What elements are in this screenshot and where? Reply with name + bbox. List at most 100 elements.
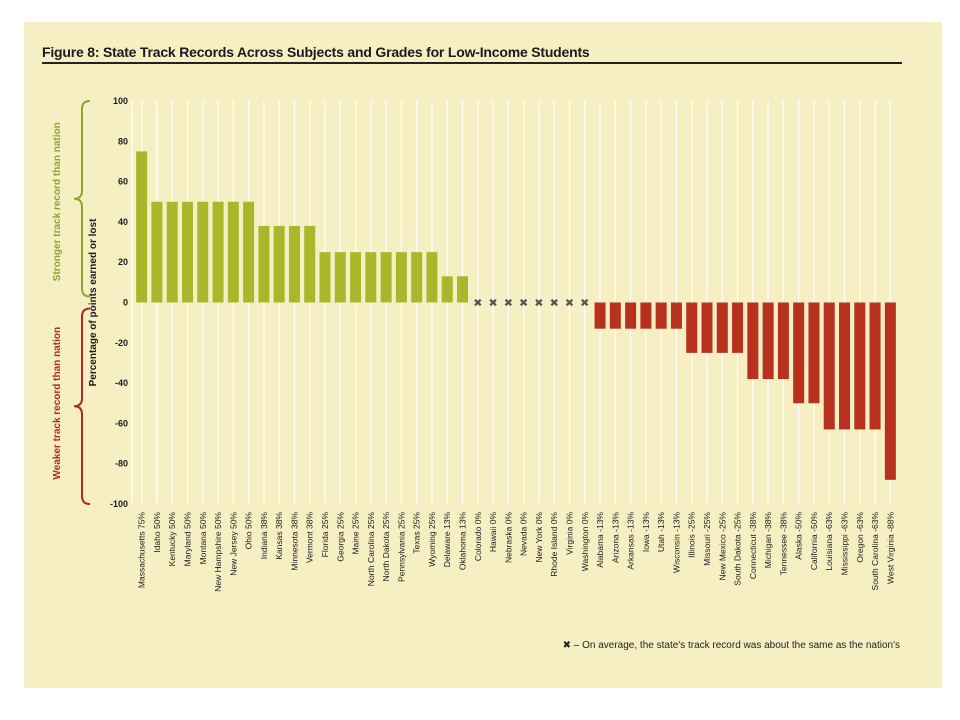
- figure-panel: [24, 22, 942, 688]
- x-tick-label: Colorado 0%: [473, 512, 483, 562]
- x-tick-label: Wisconsin -13%: [671, 512, 681, 573]
- x-tick-label: Wyoming 25%: [427, 512, 437, 567]
- x-tick-label: Vermont 38%: [305, 512, 315, 563]
- x-tick-label: New Mexico -25%: [717, 512, 727, 581]
- zero-marker: ✖: [565, 297, 574, 310]
- y-tick-label: -20: [115, 338, 128, 348]
- bar: [793, 302, 805, 404]
- bar: [212, 201, 224, 303]
- bar: [380, 252, 392, 303]
- zero-marker: ✖: [488, 297, 497, 310]
- x-tick-label: South Carolina -63%: [870, 512, 880, 591]
- x-tick-label: New Jersey 50%: [228, 512, 238, 576]
- x-tick-label: Hawaii 0%: [488, 512, 498, 553]
- x-tick-label: Massachusetts 75%: [137, 512, 147, 589]
- y-tick-label: 20: [118, 257, 128, 267]
- x-tick-label: Nebraska 0%: [503, 512, 513, 563]
- brace-positive-label: Stronger track record than nation: [52, 122, 63, 281]
- x-tick-label: Delaware 13%: [442, 512, 452, 568]
- bar: [441, 276, 453, 303]
- title-rule: [42, 62, 902, 64]
- zero-marker: ✖: [580, 297, 589, 310]
- bar: [716, 302, 728, 353]
- x-tick-label: Kentucky 50%: [167, 512, 177, 567]
- x-tick-labels: Massachusetts 75% Idaho 50% Kentucky 50% Ma…: [137, 512, 896, 592]
- bar: [625, 302, 637, 329]
- x-tick-label: Georgia 25%: [335, 512, 345, 562]
- x-tick-label: Texas 25%: [412, 512, 422, 554]
- bar: [747, 302, 759, 380]
- bar: [288, 225, 300, 303]
- bar: [777, 302, 789, 380]
- bar: [258, 225, 270, 303]
- bar: [151, 201, 163, 303]
- y-tick-label: 80: [118, 136, 128, 146]
- bar: [655, 302, 667, 329]
- brace-negative-label: Weaker track record than nation: [52, 327, 63, 480]
- bar: [334, 252, 346, 303]
- y-tick-label: -80: [115, 459, 128, 469]
- y-tick-label: -100: [110, 499, 128, 509]
- bar: [732, 302, 744, 353]
- x-tick-label: Maryland 50%: [182, 512, 192, 567]
- y-tick-label: -40: [115, 378, 128, 388]
- x-tick-label: Virginia 0%: [564, 512, 574, 555]
- bar: [243, 201, 255, 303]
- bar: [197, 201, 209, 303]
- bar: [457, 276, 469, 303]
- y-tick-label: 40: [118, 217, 128, 227]
- x-tick-label: Alabama -13%: [595, 512, 605, 568]
- y-tick-label: 100: [113, 96, 128, 106]
- brace-positive: [73, 100, 91, 298]
- bar: [395, 252, 407, 303]
- bar: [670, 302, 682, 329]
- x-tick-label: New Hampshire 50%: [213, 512, 223, 592]
- x-tick-label: Connecticut -38%: [748, 512, 758, 580]
- x-tick-label: Rhode Island 0%: [549, 512, 559, 577]
- bar: [854, 302, 866, 430]
- x-tick-label: Arkansas -13%: [626, 512, 636, 570]
- bar: [166, 201, 178, 303]
- x-tick-label: Iowa -13%: [641, 512, 651, 553]
- bar: [594, 302, 606, 329]
- zero-marker: ✖: [534, 297, 543, 310]
- x-tick-label: Indiana 38%: [259, 512, 269, 560]
- x-tick-label: Utah -13%: [656, 512, 666, 553]
- x-tick-label: Pennsylvania 25%: [396, 512, 406, 582]
- bar: [411, 252, 423, 303]
- bar: [273, 225, 285, 303]
- x-tick-label: Minnesota 38%: [289, 512, 299, 571]
- x-tick-label: Montana 50%: [198, 512, 208, 565]
- bar: [839, 302, 851, 430]
- bar: [319, 252, 331, 303]
- x-tick-label: West Virginia -88%: [885, 512, 895, 584]
- x-tick-label: Alaska -50%: [794, 512, 804, 560]
- zero-marker: ✖: [519, 297, 528, 310]
- bar: [304, 225, 316, 303]
- x-tick-label: North Dakota 25%: [381, 512, 391, 582]
- x-tick-label: Arizona -13%: [610, 512, 620, 563]
- x-tick-label: Oregon -63%: [855, 512, 865, 563]
- bar: [350, 252, 362, 303]
- x-tick-label: Washington 0%: [580, 512, 590, 572]
- bar: [365, 252, 377, 303]
- x-tick-label: New York 0%: [534, 512, 544, 563]
- bar: [823, 302, 835, 430]
- zero-marker: ✖: [473, 297, 482, 310]
- x-tick-label: Oklahoma 13%: [458, 512, 468, 571]
- bars-group: ✖ ✖ ✖ ✖ ✖ ✖ ✖ ✖: [136, 151, 896, 480]
- bar: [136, 151, 148, 303]
- bar: [869, 302, 881, 430]
- bar: [426, 252, 438, 303]
- bar: [701, 302, 713, 353]
- bar: [884, 302, 896, 480]
- bar: [181, 201, 193, 303]
- x-tick-label: Missouri -25%: [702, 512, 712, 566]
- x-tick-label: Mississippi -63%: [840, 512, 850, 576]
- y-tick-label: -60: [115, 418, 128, 428]
- x-tick-label: Illinois -25%: [687, 512, 697, 558]
- x-tick-label: Tennessee -38%: [778, 512, 788, 576]
- x-tick-label: Nevada 0%: [519, 512, 529, 556]
- y-axis-label: Percentage of points earned or lost: [88, 218, 99, 386]
